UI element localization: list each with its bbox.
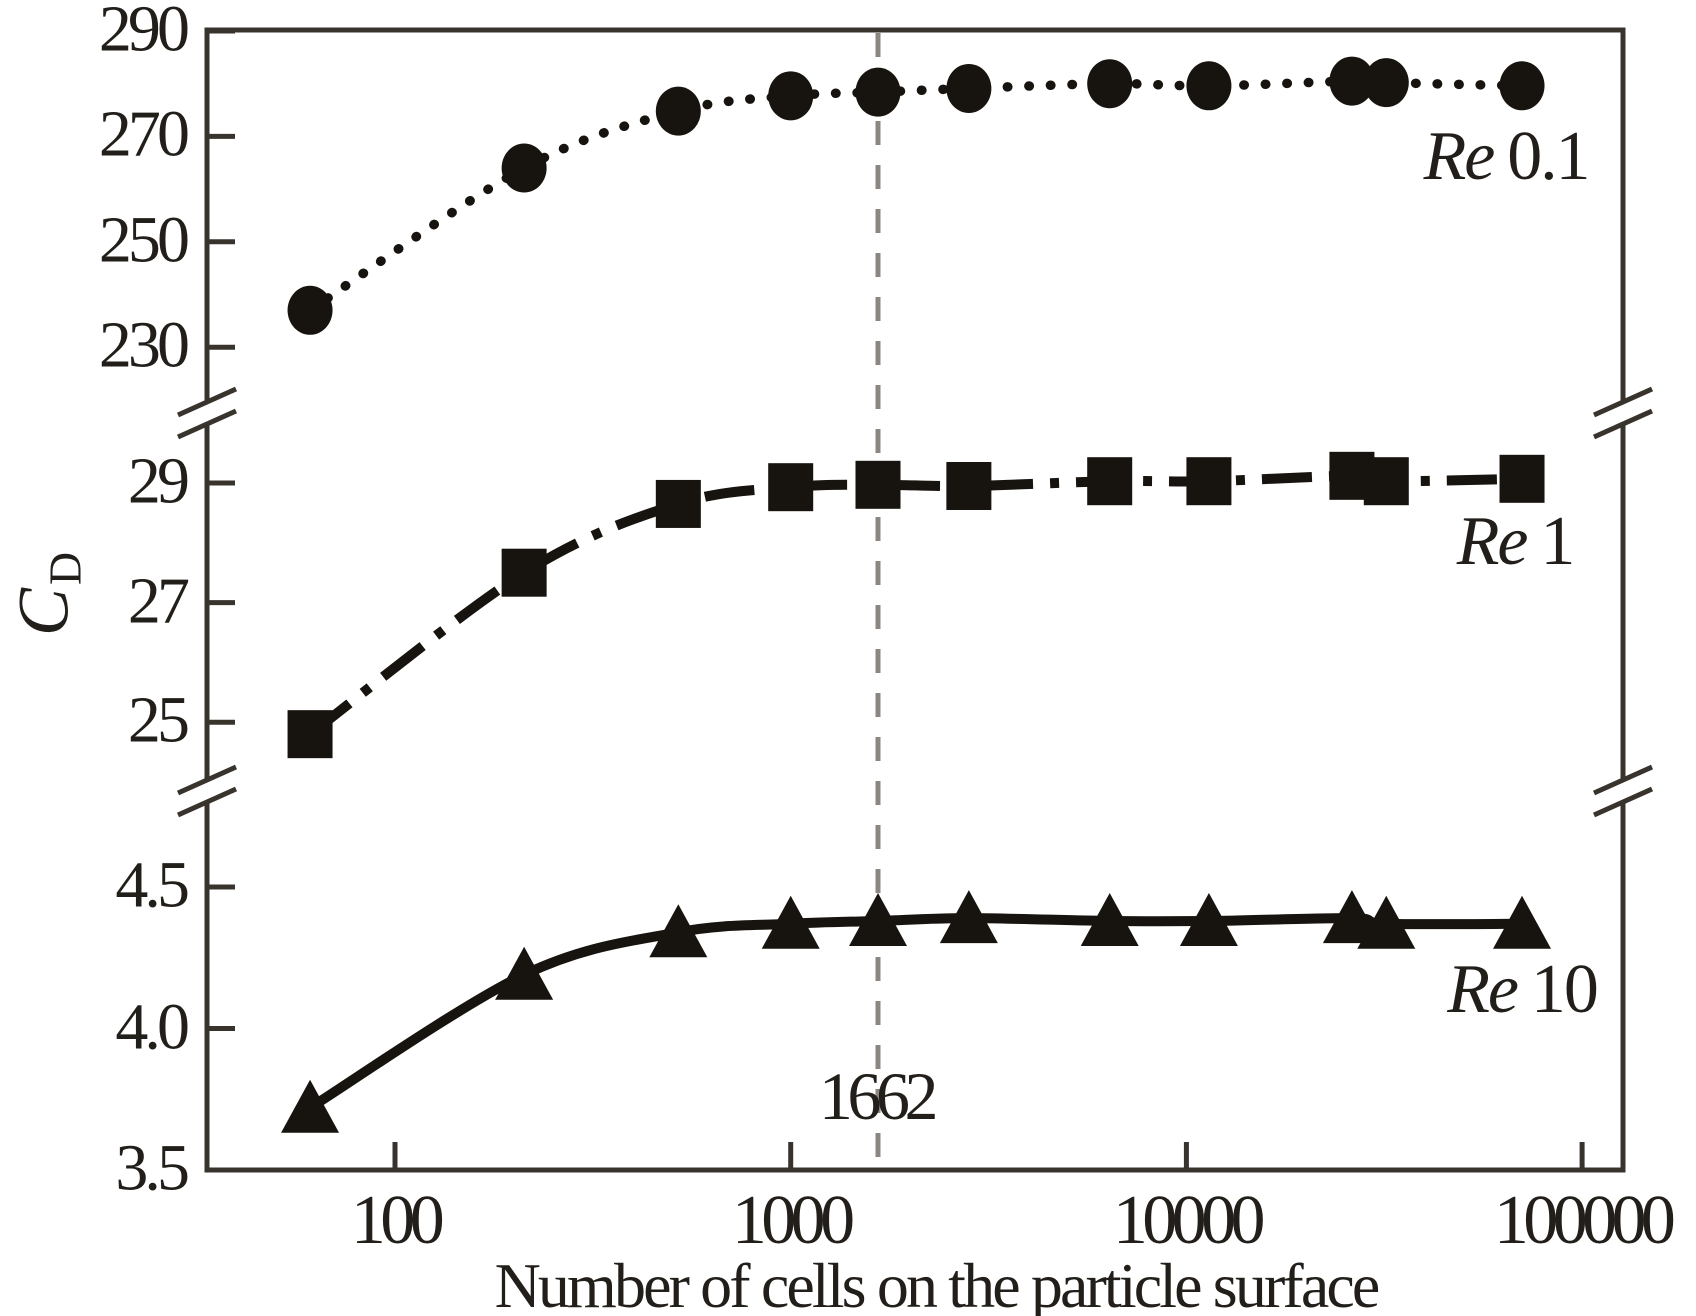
series-re-0-1 (287, 56, 1545, 335)
series-label-re-0.1: Re 0.1 (1424, 122, 1591, 192)
series-re-10 (281, 890, 1552, 1133)
x-tick-10000: 10000 (1112, 1182, 1266, 1259)
triangle-marker (1493, 895, 1552, 949)
vline-annotation: 1662 (818, 1058, 939, 1134)
square-marker (1363, 457, 1409, 506)
series-line (307, 470, 1523, 739)
circle-marker (287, 285, 333, 335)
triangle-marker (939, 890, 998, 944)
y-tick-29: 29 (127, 444, 190, 518)
circle-marker (855, 67, 901, 117)
circle-marker (946, 63, 992, 113)
circle-marker (1186, 61, 1232, 111)
y-tick-3.5: 3.5 (115, 1131, 190, 1205)
series-label-prefix: Re (1447, 951, 1519, 1028)
square-marker (501, 548, 547, 597)
y-axis-title: CD (4, 551, 91, 636)
triangle-marker (1322, 890, 1381, 944)
square-marker (655, 479, 701, 528)
square-marker (768, 463, 814, 512)
y-tick-250: 250 (98, 203, 190, 277)
series-label-value: 10 (1530, 951, 1599, 1028)
square-marker (1087, 457, 1133, 506)
axis-break-marks (176, 386, 1654, 818)
y-axis-title-main: C (3, 588, 84, 637)
circle-marker (768, 71, 814, 121)
square-marker (946, 461, 992, 510)
triangle-marker (495, 946, 554, 1000)
series-line (305, 76, 1527, 316)
triangle-marker (761, 895, 820, 949)
y-tick-4.5: 4.5 (115, 848, 190, 922)
y-tick-27: 27 (127, 564, 190, 638)
x-tick-1000: 1000 (731, 1182, 855, 1259)
y-tick-230: 230 (98, 308, 190, 382)
y-tick-4.0: 4.0 (115, 990, 190, 1064)
square-marker (1499, 454, 1545, 503)
y-tick-270: 270 (98, 98, 190, 172)
circle-marker (1087, 59, 1133, 109)
triangle-marker (849, 892, 908, 946)
circle-marker (501, 143, 547, 193)
circle-marker (1329, 56, 1375, 106)
series-label-prefix: Re (1423, 118, 1496, 195)
series-label-value: 0.1 (1507, 118, 1590, 195)
y-tick-25: 25 (127, 683, 190, 757)
series-label-value: 1 (1540, 503, 1575, 580)
circle-marker (1499, 61, 1545, 111)
circle-marker (655, 86, 701, 136)
x-tick-100000: 100000 (1493, 1182, 1676, 1259)
plot-frame (204, 27, 1626, 1173)
series-re-1 (287, 451, 1545, 759)
triangle-marker (1357, 895, 1416, 949)
y-axis-title-subscript: D (39, 551, 91, 586)
series-label-prefix: Re (1456, 503, 1529, 580)
series-label-re-10: Re 10 (1447, 955, 1599, 1025)
square-marker (1186, 457, 1232, 506)
triangle-marker (281, 1079, 340, 1133)
x-tick-100: 100 (350, 1182, 445, 1259)
triangle-marker (1179, 892, 1238, 946)
y-tick-290: 290 (98, 0, 190, 66)
circle-marker (1363, 58, 1409, 108)
x-axis-title: Number of cells on the particle surface (494, 1250, 1381, 1316)
triangle-marker (649, 904, 708, 958)
square-marker (855, 460, 901, 509)
square-marker (287, 710, 333, 759)
axis-ticks (207, 28, 1585, 1173)
series-label-re-1: Re 1 (1457, 507, 1576, 577)
triangle-marker (1080, 892, 1139, 946)
